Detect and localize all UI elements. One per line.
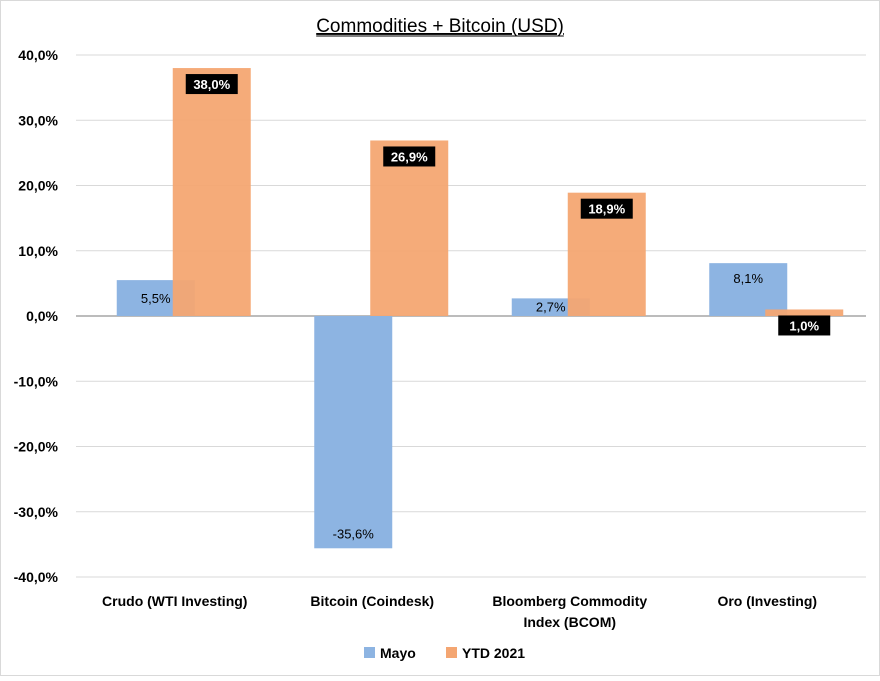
y-tick-label: -20,0% (14, 439, 59, 455)
chart-title: Commodities + Bitcoin (USD) (316, 16, 564, 37)
y-tick-label: -10,0% (14, 373, 59, 389)
data-label-mayo: 5,5% (141, 291, 171, 306)
y-tick-label: 30,0% (18, 112, 58, 128)
data-label-mayo: -35,6% (333, 526, 375, 541)
legend: Mayo YTD 2021 (364, 645, 525, 661)
x-category-label: Crudo (WTI Investing) (102, 593, 247, 609)
bar-ytd-2021 (765, 309, 844, 316)
bar-mayo (709, 263, 788, 316)
data-label-box (580, 198, 633, 219)
data-labels: 5,5% 38,0% -35,6% 26,9% 2,7% 18,9% 8,1% 1,0% (141, 74, 831, 541)
data-label-mayo: 8,1% (733, 271, 763, 286)
bar-ytd-2021 (172, 68, 251, 316)
legend-swatch-mayo (364, 647, 375, 658)
bar-ytd-2021 (370, 140, 449, 316)
data-label-box (185, 74, 238, 95)
bar-mayo (314, 316, 393, 549)
y-axis-tick-labels: 40,0% 30,0% 20,0% 10,0% 0,0% -10,0% -20,0% -30,… (14, 47, 59, 585)
legend-label: Mayo (380, 645, 416, 661)
data-label-ytd-2021: 18,9% (588, 202, 625, 217)
y-tick-label: -40,0% (14, 569, 59, 585)
x-category-label: Index (BCOM) (523, 614, 616, 630)
legend-swatch-ytd-2021 (446, 647, 457, 658)
data-label-mayo: 2,7% (536, 299, 566, 314)
x-category-label: Bloomberg Commodity (492, 593, 647, 609)
y-tick-label: 0,0% (26, 308, 58, 324)
data-label-box (778, 315, 831, 336)
data-label-ytd-2021: 1,0% (789, 318, 819, 333)
data-label-ytd-2021: 26,9% (391, 149, 428, 164)
y-tick-label: -30,0% (14, 504, 59, 520)
y-tick-label: 40,0% (18, 47, 58, 63)
y-tick-label: 20,0% (18, 178, 58, 194)
x-category-label: Oro (Investing) (717, 593, 817, 609)
y-tick-label: 10,0% (18, 243, 58, 259)
data-label-box (383, 146, 436, 167)
data-label-ytd-2021: 38,0% (193, 77, 230, 92)
x-category-label: Bitcoin (Coindesk) (310, 593, 434, 609)
legend-label: YTD 2021 (462, 645, 525, 661)
x-axis-category-labels: Crudo (WTI Investing) Bitcoin (Coindesk) B… (102, 593, 817, 630)
